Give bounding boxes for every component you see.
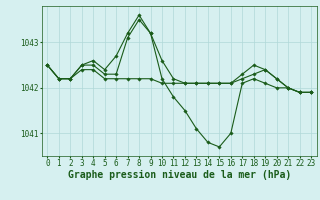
X-axis label: Graphe pression niveau de la mer (hPa): Graphe pression niveau de la mer (hPa) <box>68 170 291 180</box>
